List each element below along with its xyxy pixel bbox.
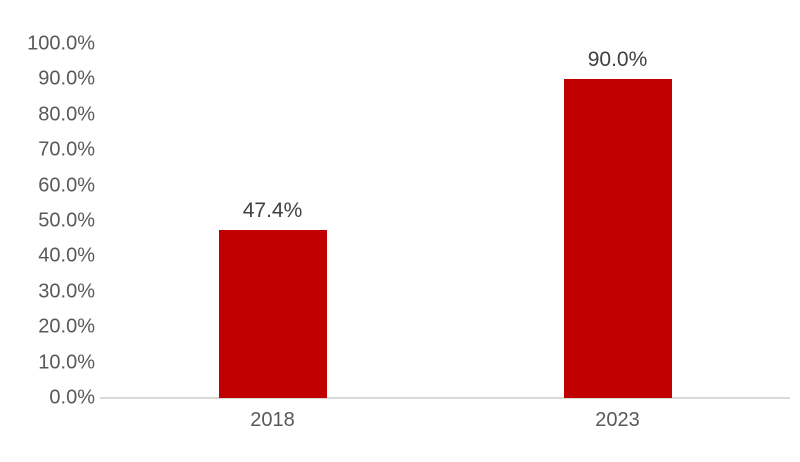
y-axis-tick-label: 70.0% xyxy=(38,138,95,161)
bar-2023 xyxy=(563,79,672,398)
y-axis-tick-label: 20.0% xyxy=(38,315,95,338)
y-axis-tick-label: 90.0% xyxy=(38,67,95,90)
bar-value-label: 90.0% xyxy=(587,48,648,72)
bar-value-label: 47.4% xyxy=(242,199,303,223)
y-axis-tick-label: 10.0% xyxy=(38,351,95,374)
y-axis-tick-label: 80.0% xyxy=(38,103,95,126)
x-axis-line xyxy=(100,397,790,399)
y-axis-tick-label: 0.0% xyxy=(49,386,95,409)
bar-2018 xyxy=(218,230,327,398)
plot-area xyxy=(100,44,790,399)
x-axis-tick-label: 2023 xyxy=(595,409,640,431)
y-axis-tick-label: 100.0% xyxy=(27,32,95,55)
y-axis-tick-label: 30.0% xyxy=(38,280,95,303)
y-axis-tick-label: 40.0% xyxy=(38,244,95,267)
y-axis-tick-label: 60.0% xyxy=(38,174,95,197)
x-axis-tick-label: 2018 xyxy=(250,409,295,431)
y-axis-tick-label: 50.0% xyxy=(38,209,95,232)
